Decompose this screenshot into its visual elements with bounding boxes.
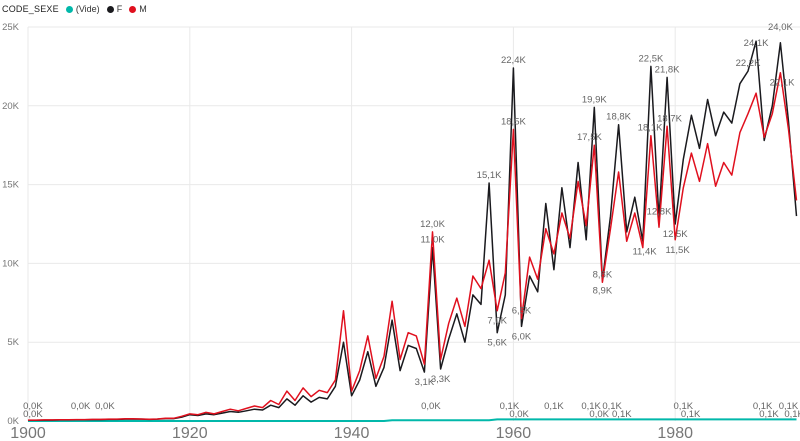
legend-item-m[interactable]: M [129,4,147,14]
x-axis-tick-label: 1960 [496,425,532,441]
data-label: 7,0K [487,316,507,327]
legend-dot-f-icon [106,5,114,13]
data-label: 0,1K [779,401,799,412]
x-axis-tick-label: 1900 [10,425,46,441]
data-label: 22,1K [770,78,795,89]
data-label: 11,0K [420,235,445,246]
y-axis-tick-label: 15K [2,180,20,191]
series-line-vide[interactable] [28,418,797,422]
data-label: 12,5K [663,229,688,240]
data-label: 0,0K [589,409,609,420]
data-label: 12,8K [647,206,672,217]
x-axis-tick-label: 1980 [657,425,693,441]
data-label: 11,5K [666,245,691,256]
data-label: 0,1K [753,401,773,412]
data-label: 6,0K [512,331,532,342]
data-label: 0,1K [674,401,694,412]
data-label: 21,8K [655,64,680,75]
data-label: 22,2K [736,58,761,69]
y-axis-tick-label: 0K [7,416,19,427]
data-label: 0,1K [612,409,632,420]
data-label: 0,0K [23,401,43,412]
series-line-m[interactable] [28,71,798,421]
legend-item-label: (Vide) [75,4,100,14]
data-label: 11,4K [632,246,657,257]
data-label: 17,5K [577,132,602,143]
y-axis-tick-label: 5K [7,337,19,348]
data-label: 18,5K [501,116,526,127]
y-axis-tick-label: 20K [2,101,20,112]
data-label: 0,1K [784,409,800,420]
data-label: 0,0K [95,401,115,412]
data-label: 24,0K [768,22,793,33]
data-label: 3,1K [415,377,435,388]
data-label: 0,0K [421,401,441,412]
data-label: 24,1K [744,38,769,49]
data-label: 0,1K [759,409,779,420]
data-label: 5,6K [487,338,507,349]
data-label: 18,8K [606,112,631,123]
legend-item-label: M [139,4,147,14]
x-axis-tick-label: 1940 [334,425,370,441]
legend-dot-vide-icon [65,5,73,13]
legend-item-f[interactable]: F [106,4,123,14]
data-label: 22,5K [638,53,663,64]
data-label: 0,1K [581,401,601,412]
data-label: 3,3K [431,374,451,385]
legend-item-vide[interactable]: (Vide) [65,4,100,14]
data-label: 0,0K [509,409,529,420]
data-label: 0,1K [544,401,564,412]
data-label: 12,0K [420,219,445,230]
x-axis-tick-label: 1920 [172,425,208,441]
data-label: 0,0K [23,409,43,420]
data-label: 0,1K [681,409,701,420]
y-axis-tick-label: 25K [2,22,20,33]
data-label: 19,9K [582,94,607,105]
data-label: 0,0K [71,401,91,412]
data-label: 8,9K [593,286,613,297]
data-label: 8,8K [593,269,613,280]
data-label: 18,1K [638,123,663,134]
legend-title: CODE_SEXE [2,4,59,14]
data-label: 15,1K [477,170,502,181]
legend-item-label: F [116,4,123,14]
data-label: 18,7K [657,113,682,124]
legend-dot-m-icon [129,5,137,13]
data-label: 0,1K [500,401,520,412]
data-label: 22,4K [501,55,526,66]
data-label: 0,1K [602,401,622,412]
legend: CODE_SEXE (Vide) F M [2,2,147,16]
data-label: 6,5K [512,306,532,317]
y-axis-tick-label: 10K [2,258,20,269]
